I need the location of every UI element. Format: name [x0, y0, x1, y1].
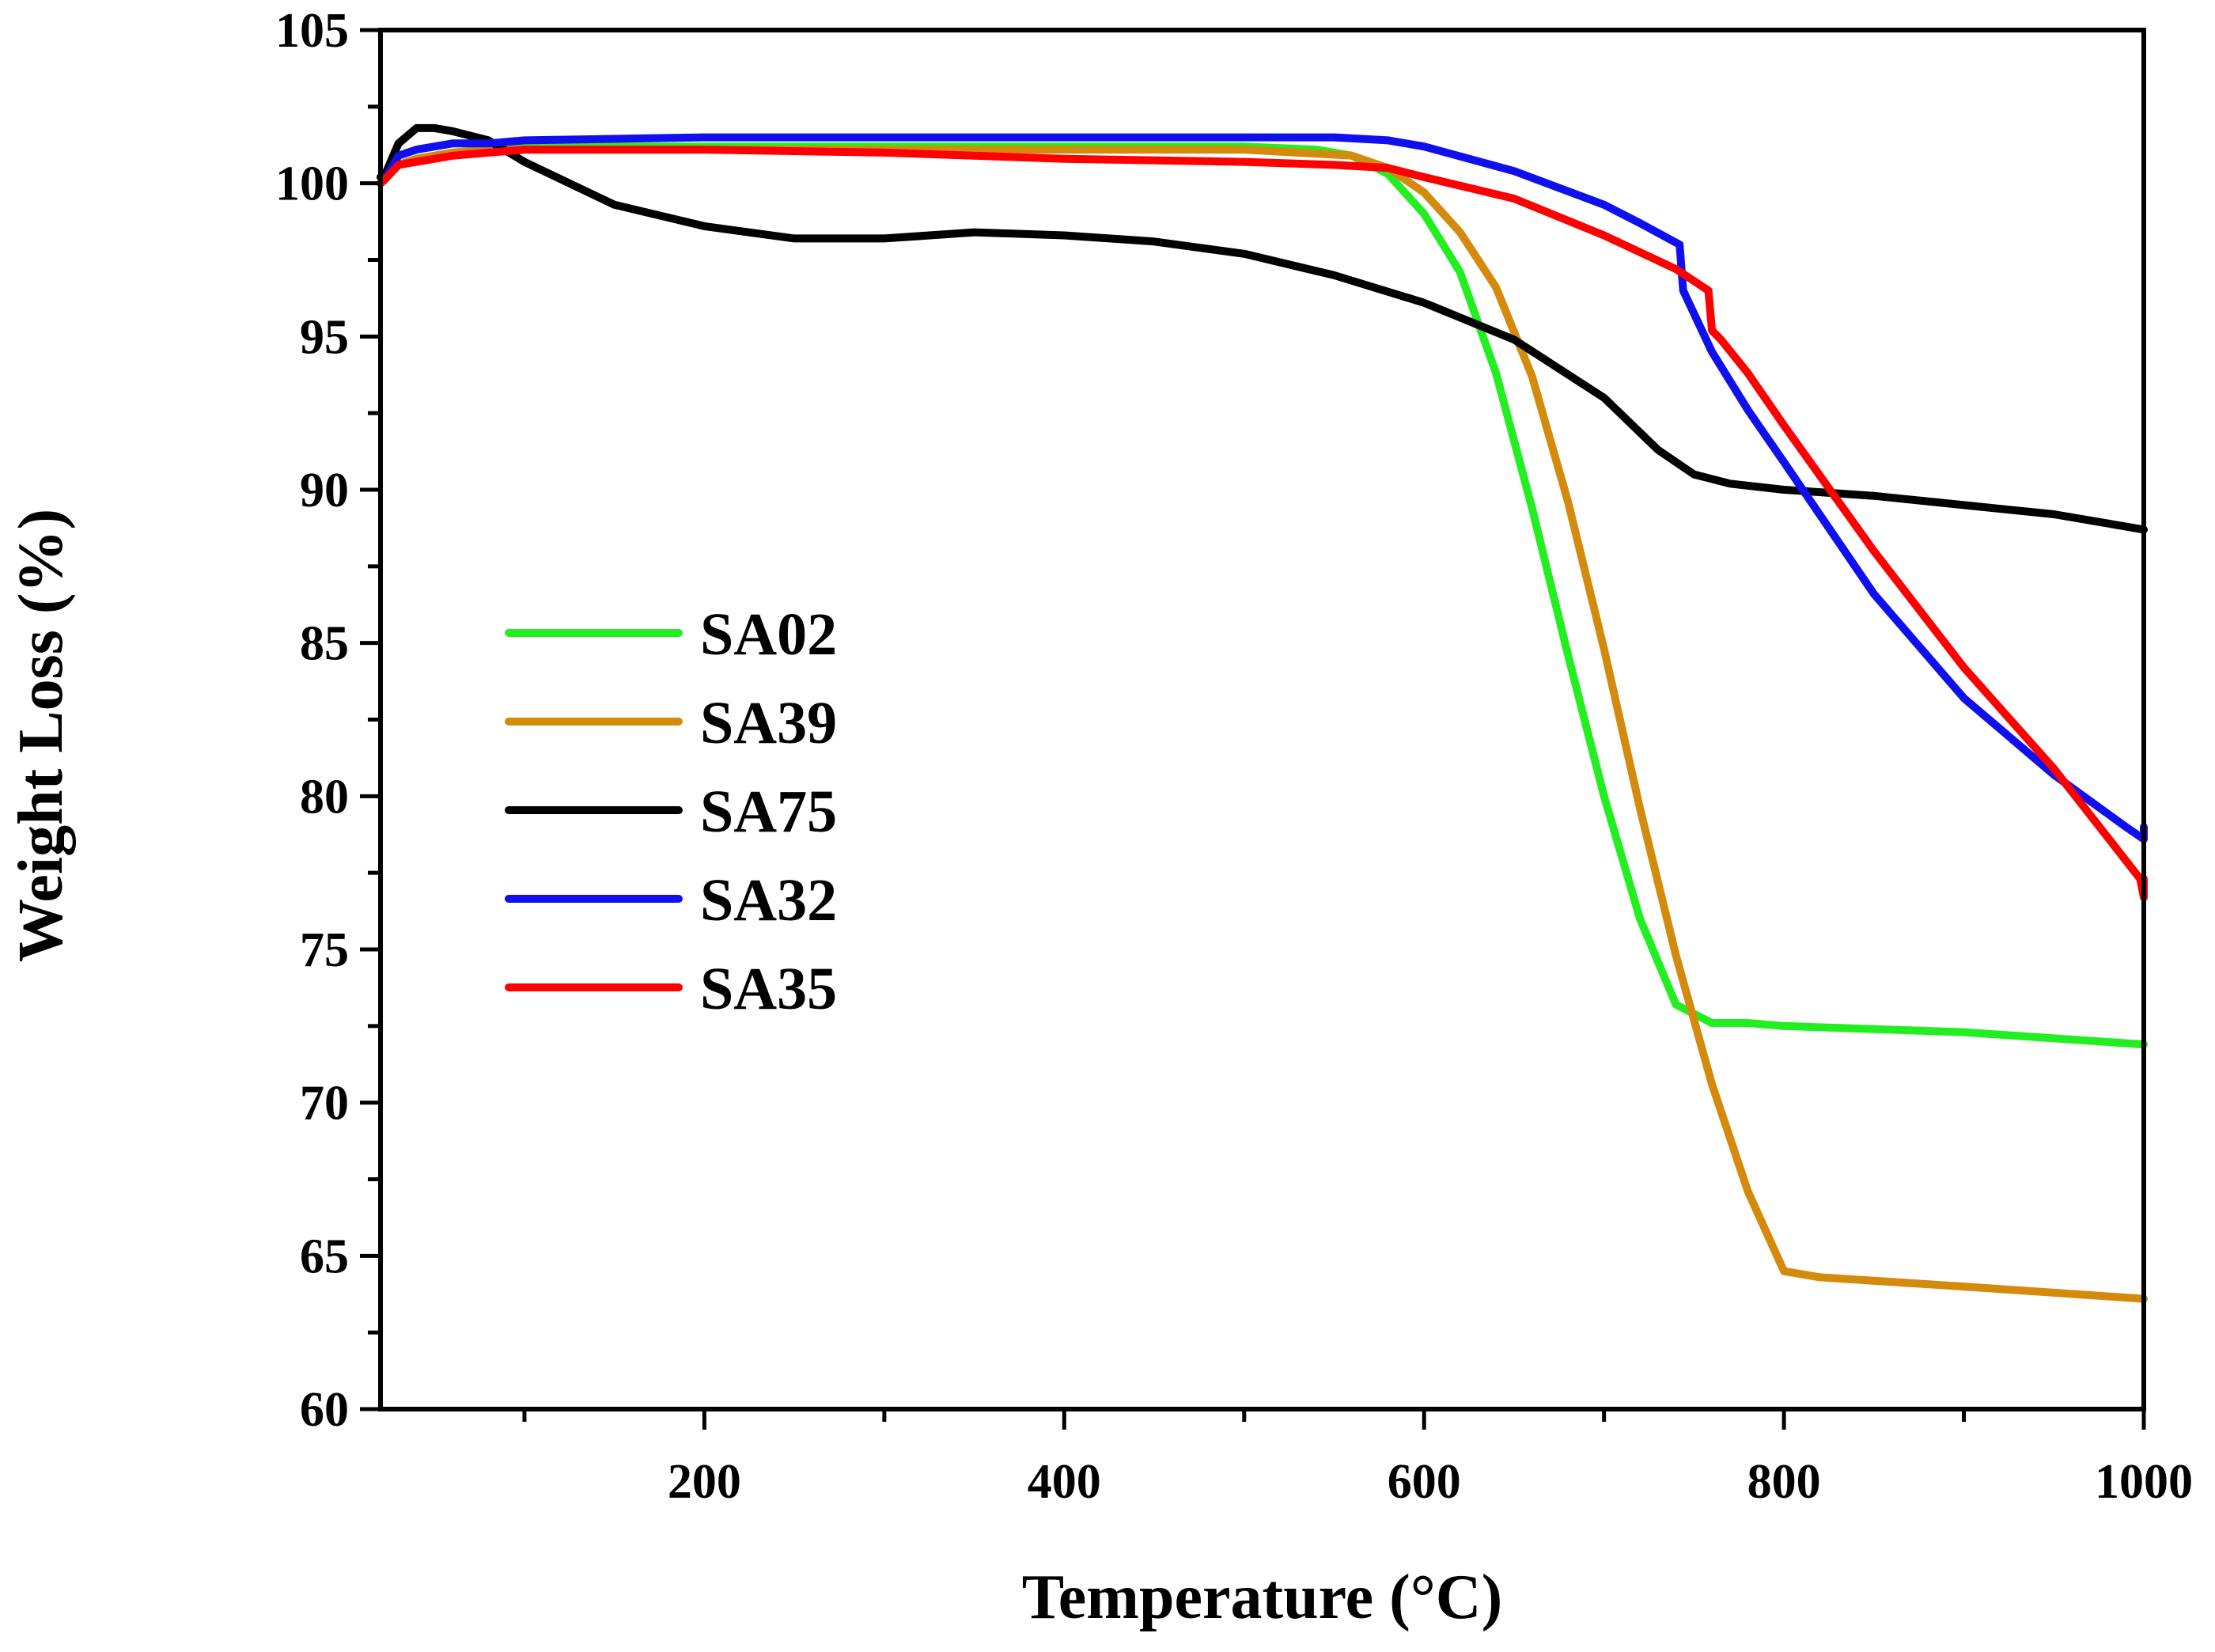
y-tick-label: 75	[300, 923, 349, 977]
y-tick-label: 60	[300, 1383, 349, 1437]
y-tick-label: 80	[300, 770, 349, 824]
x-tick-label: 800	[1747, 1455, 1821, 1509]
y-tick-label: 95	[300, 310, 349, 364]
series-line-sa35	[377, 146, 2148, 902]
y-tick-label: 90	[300, 464, 349, 517]
ticks-layer: 200 400 600 800 1000 60 65 70 75 80 85 90 95 100 105	[275, 4, 2193, 1509]
x-tick-label: 400	[1028, 1455, 1101, 1509]
series-line-sa75	[377, 123, 2148, 534]
legend-label-sa75: SA75	[700, 779, 837, 845]
y-tick-label: 100	[275, 157, 349, 211]
y-tick-label: 70	[300, 1077, 349, 1131]
y-tick-label: 105	[275, 4, 349, 58]
legend-label-sa39: SA39	[700, 690, 837, 756]
series-line-sa32	[377, 133, 2148, 843]
legend-label-sa02: SA02	[700, 601, 837, 668]
legend-label-sa32: SA32	[700, 867, 837, 934]
x-tick-label: 1000	[2095, 1455, 2193, 1509]
legend: SA02 SA39 SA75 SA32 SA35	[505, 601, 837, 1022]
series-layer	[377, 123, 2148, 1303]
x-axis-title: Temperature (°C)	[1022, 1563, 1502, 1632]
y-tick-label: 85	[300, 617, 349, 671]
legend-label-sa35: SA35	[700, 956, 837, 1022]
x-tick-label: 200	[668, 1455, 741, 1509]
y-tick-label: 65	[300, 1230, 349, 1283]
y-axis-title: Weight Loss (%)	[6, 509, 76, 962]
x-tick-label: 600	[1388, 1455, 1461, 1509]
